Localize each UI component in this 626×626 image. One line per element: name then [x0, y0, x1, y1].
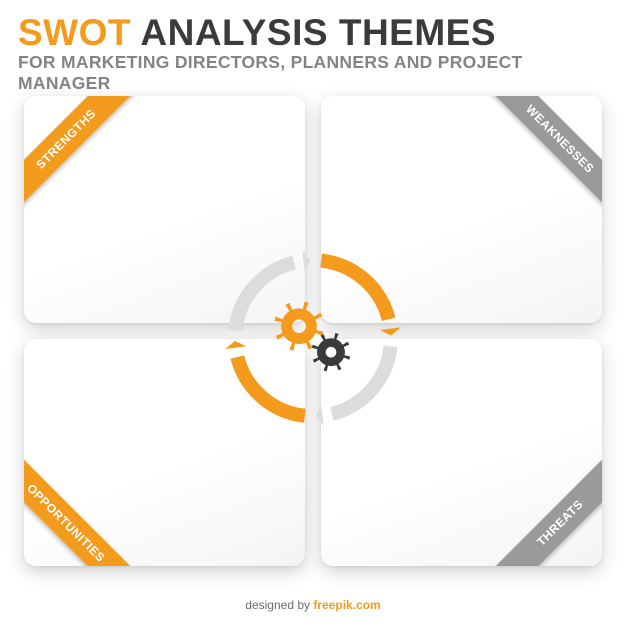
- ribbon-weaknesses: WEAKNESSES: [486, 96, 602, 213]
- footer-credit: designed by freepik.com: [0, 598, 626, 612]
- credit-brand: freepik.com: [313, 598, 380, 612]
- process-ring-icon: [223, 248, 403, 428]
- page-title: SWOT ANALYSIS THEMES: [18, 12, 608, 54]
- page-subtitle: FOR MARKETING DIRECTORS, PLANNERS AND PR…: [18, 52, 608, 94]
- ribbon-opportunities: OPPORTUNITIES: [24, 449, 140, 566]
- ribbon-threats: THREATS: [486, 449, 602, 566]
- header: SWOT ANALYSIS THEMES FOR MARKETING DIREC…: [0, 0, 626, 98]
- credit-prefix: designed by: [245, 598, 313, 612]
- title-rest: ANALYSIS THEMES: [131, 12, 496, 53]
- center-graphic: [223, 248, 403, 428]
- ribbon-strengths: STRENGTHS: [24, 96, 140, 213]
- title-accent-word: SWOT: [18, 12, 131, 53]
